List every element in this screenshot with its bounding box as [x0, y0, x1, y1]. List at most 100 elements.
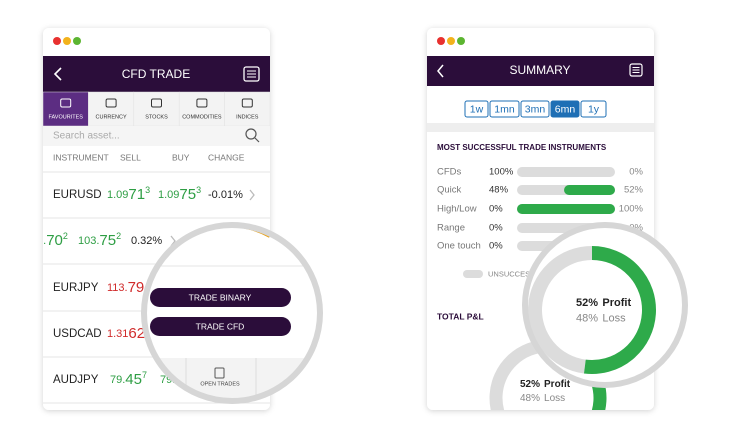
action-button-label: TRADE CFD [196, 321, 245, 331]
tab [43, 91, 89, 127]
column-header: BUY [172, 152, 190, 162]
price-part: 70 [46, 232, 63, 249]
tab-icon [241, 98, 253, 108]
period-label: 1mn [494, 103, 515, 115]
tab-label: COMMODITIES [182, 114, 222, 120]
price: 113.79 [107, 279, 144, 296]
profit-text: Profit [602, 297, 631, 309]
header-bar [43, 56, 270, 92]
legend-swatch [463, 270, 483, 278]
action-button[interactable] [150, 288, 291, 307]
price-part: 2 [63, 231, 68, 241]
period-label: 6mn [555, 103, 576, 115]
loss-line: 48% Loss [520, 393, 565, 404]
price-part: 79 [128, 279, 145, 296]
section-band [427, 123, 654, 132]
left-percent: 0% [489, 241, 503, 252]
loss-line: 48% Loss [576, 312, 626, 324]
period-label: 1w [470, 103, 484, 115]
left-magnifier: OPEN TRADES TRADE BINARY TRADE CFD [144, 225, 320, 401]
period-button[interactable] [520, 100, 550, 118]
bottom-tab-label: OPEN TRADES [200, 381, 240, 387]
bottom-tab-icon [214, 367, 225, 379]
period-button[interactable] [464, 100, 489, 118]
back-button [53, 67, 62, 81]
right-percent: 0% [629, 223, 643, 234]
chevron [249, 189, 255, 201]
change: 0.32% [131, 235, 162, 247]
price-part: 3. [37, 235, 46, 247]
price: 3.702 [37, 231, 68, 249]
tab-label: CURRENCY [96, 114, 128, 120]
header-bar [427, 56, 654, 86]
price-part: 75 [99, 232, 116, 249]
window-dot [457, 37, 465, 45]
search-icon [245, 128, 257, 140]
screen-title: CFD TRADE [122, 67, 190, 81]
price-part: 1.31 [107, 328, 128, 340]
profit-text: Profit [544, 379, 571, 390]
price-part: 103. [78, 235, 99, 247]
instrument-name: Quick [437, 185, 462, 196]
tab [224, 91, 270, 127]
price-part: 45 [125, 371, 142, 388]
action-button[interactable] [150, 317, 291, 336]
price-part: 62 [128, 325, 145, 342]
bar-track [517, 167, 615, 177]
loss-value: 48% [576, 312, 598, 324]
left-percent: 48% [489, 185, 509, 196]
tab-icon [105, 98, 117, 108]
profit-arc [583, 246, 656, 374]
price: 103.752 [78, 231, 121, 249]
window-dot [63, 37, 71, 45]
search-placeholder: Search asset... [53, 131, 120, 142]
loss-arc [528, 246, 593, 374]
instrument: EURJPY [53, 282, 99, 294]
magnifier-ring [141, 222, 323, 404]
magnifier-ring [522, 222, 688, 388]
instrument-name: Range [437, 223, 465, 234]
period-button[interactable] [489, 100, 520, 118]
menu-button [243, 66, 260, 82]
left-percent: 0% [489, 223, 503, 234]
price: 1.09713 [107, 185, 150, 203]
price-part: 1.09 [107, 189, 128, 201]
loss-text: Loss [602, 312, 626, 324]
screen-title: SUMMARY [509, 63, 570, 77]
window-dot [53, 37, 61, 45]
column-header: INSTRUMENT [53, 152, 109, 162]
search-icon [254, 137, 260, 143]
tab-icon [196, 98, 208, 108]
price-part: 75 [179, 186, 196, 203]
tab [133, 91, 180, 127]
price: 79.457 [110, 370, 147, 388]
right-percent: 52% [624, 185, 644, 196]
instrument-name: One touch [437, 241, 481, 252]
back-button [437, 64, 444, 78]
right-magnifier: 52% Profit 48% Loss [525, 225, 685, 385]
profit-line: 52% Profit [576, 297, 631, 309]
price-part: 113. [107, 282, 128, 294]
loss-arc [489, 339, 549, 410]
search-bar [43, 126, 270, 146]
profit-value: 52% [576, 297, 598, 309]
tab [178, 91, 225, 127]
tab [88, 91, 135, 127]
column-header: SELL [120, 152, 141, 162]
period-button[interactable] [580, 100, 607, 118]
period-button[interactable] [550, 100, 580, 118]
price-part: 71 [128, 186, 145, 203]
period-label: 3mn [525, 103, 546, 115]
price-part: 7 [142, 370, 147, 380]
menu-button [629, 63, 643, 77]
window-dot [447, 37, 455, 45]
period-label: 1y [588, 103, 600, 115]
legend-label: UNSUCCESS [488, 269, 535, 278]
tab-icon [60, 98, 72, 108]
tab-label: FAVOURITES [48, 114, 83, 120]
change: -0.01% [208, 189, 243, 201]
left-percent: 0% [489, 204, 503, 215]
tab-icon [151, 98, 162, 108]
window-dot [73, 37, 81, 45]
